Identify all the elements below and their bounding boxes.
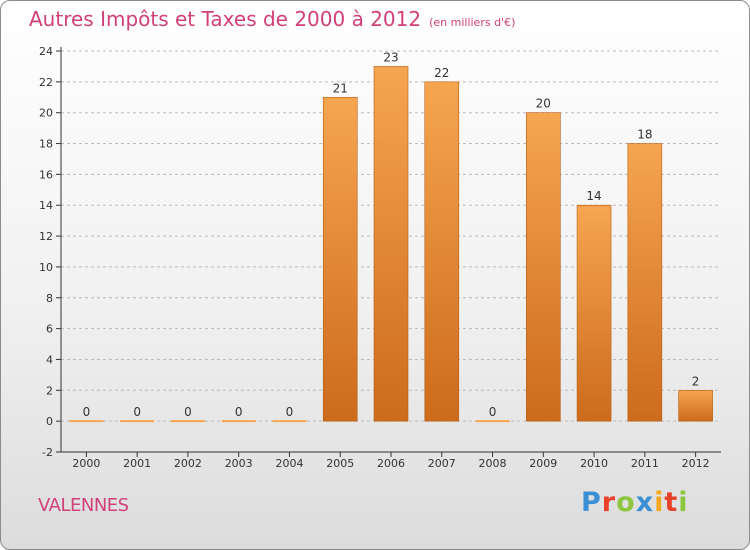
data-label: 2 bbox=[692, 374, 700, 388]
y-tick-label: 22 bbox=[39, 76, 53, 89]
chart-title-text: Autres Impôts et Taxes de 2000 à 2012 bbox=[29, 7, 422, 31]
data-label: 20 bbox=[536, 97, 551, 111]
x-tick-label: 2004 bbox=[275, 457, 303, 470]
logo-letter: t bbox=[664, 487, 679, 518]
y-tick-label: 12 bbox=[39, 230, 53, 243]
bar bbox=[576, 204, 612, 422]
data-label: 0 bbox=[133, 405, 141, 419]
x-tick-label: 2003 bbox=[225, 457, 253, 470]
bar bbox=[627, 143, 663, 422]
y-tick-label: 20 bbox=[39, 107, 53, 120]
data-label: 0 bbox=[235, 405, 243, 419]
data-label: 0 bbox=[489, 405, 497, 419]
x-tick-label: 2009 bbox=[529, 457, 557, 470]
data-label: 0 bbox=[286, 405, 294, 419]
logo-letter: i bbox=[678, 487, 689, 518]
x-tick-label: 2002 bbox=[174, 457, 202, 470]
logo-letter: P bbox=[581, 487, 602, 518]
logo-letter: o bbox=[616, 487, 636, 518]
bar bbox=[373, 66, 409, 422]
x-tick-label: 2000 bbox=[72, 457, 100, 470]
y-tick-label: 4 bbox=[46, 353, 53, 366]
location-label: VALENNES bbox=[38, 495, 129, 516]
x-tick-label: 2012 bbox=[682, 457, 710, 470]
bar bbox=[322, 96, 358, 422]
x-tick-label: 2010 bbox=[580, 457, 608, 470]
y-tick-label: -2 bbox=[42, 446, 53, 459]
y-tick-label: 0 bbox=[46, 415, 53, 428]
y-tick-label: 10 bbox=[39, 261, 53, 274]
y-tick-label: 2 bbox=[46, 384, 53, 397]
data-label: 23 bbox=[383, 50, 398, 64]
x-tick-label: 2001 bbox=[123, 457, 151, 470]
logo-letter: r bbox=[601, 487, 617, 518]
bar bbox=[678, 390, 713, 422]
proxiti-logo: Proxiti bbox=[581, 487, 689, 518]
data-label: 14 bbox=[586, 189, 601, 203]
y-tick-label: 6 bbox=[46, 323, 53, 336]
x-tick-label: 2008 bbox=[479, 457, 507, 470]
chart-title: Autres Impôts et Taxes de 2000 à 2012 (en… bbox=[29, 7, 515, 31]
data-label: 21 bbox=[333, 81, 348, 95]
x-tick-label: 2005 bbox=[326, 457, 354, 470]
logo-letter: x bbox=[635, 487, 655, 518]
x-tick-label: 2006 bbox=[377, 457, 405, 470]
y-tick-label: 14 bbox=[39, 199, 53, 212]
data-label: 0 bbox=[184, 405, 192, 419]
x-tick-label: 2007 bbox=[428, 457, 456, 470]
y-tick-label: 24 bbox=[39, 45, 53, 58]
bar bbox=[526, 112, 561, 422]
data-label: 18 bbox=[637, 128, 652, 142]
chart-unit-note: (en milliers d'€) bbox=[429, 16, 516, 29]
data-label: 0 bbox=[83, 405, 91, 419]
data-label: 22 bbox=[434, 66, 449, 80]
logo-letter: i bbox=[654, 487, 665, 518]
bar bbox=[424, 81, 460, 422]
y-tick-label: 8 bbox=[46, 292, 53, 305]
y-tick-label: 16 bbox=[39, 168, 53, 181]
x-tick-label: 2011 bbox=[631, 457, 659, 470]
y-tick-label: 18 bbox=[39, 138, 53, 151]
